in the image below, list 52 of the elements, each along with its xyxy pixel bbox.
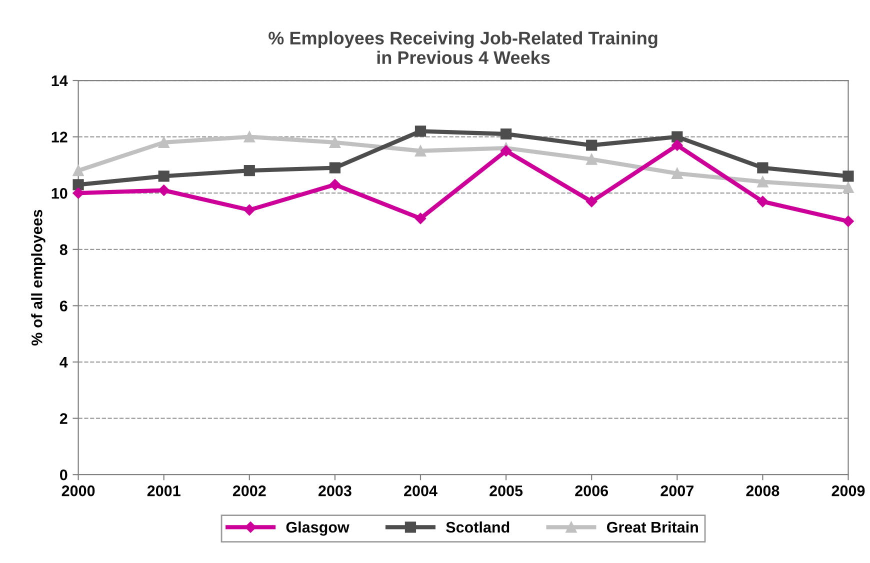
y-tick-label: 0 xyxy=(60,469,68,480)
x-tick-label: 2007 xyxy=(660,485,694,496)
x-tick-label: 2000 xyxy=(62,485,95,496)
y-axis-title: % of all employees xyxy=(31,210,46,346)
x-tick-label: 2009 xyxy=(832,485,865,496)
y-tick-label: 12 xyxy=(52,132,68,142)
point xyxy=(586,154,598,165)
point xyxy=(414,145,426,156)
point xyxy=(72,179,84,190)
point xyxy=(414,212,426,224)
point xyxy=(158,170,170,182)
point xyxy=(414,126,426,137)
point xyxy=(72,165,84,176)
y-tick-label: 8 xyxy=(60,244,68,256)
point xyxy=(842,216,854,227)
x-tick-label: 2008 xyxy=(746,485,780,496)
point xyxy=(672,131,683,142)
x-tick-label: 2006 xyxy=(575,485,608,496)
point xyxy=(158,184,170,196)
point xyxy=(672,168,683,179)
point xyxy=(500,145,512,156)
point xyxy=(329,136,341,148)
legend-label: Great Britain xyxy=(607,521,698,533)
point xyxy=(329,179,341,190)
point xyxy=(842,170,854,182)
x-tick-label: 2001 xyxy=(147,485,180,496)
point xyxy=(329,162,341,174)
y-tick-label: 2 xyxy=(60,413,68,424)
point xyxy=(586,196,598,208)
legend-label: Scotland xyxy=(446,521,510,533)
x-tick-label: 2003 xyxy=(318,485,352,496)
y-tick-label: 4 xyxy=(60,357,68,368)
legend-label: Glasgow xyxy=(286,521,350,536)
point xyxy=(757,162,768,174)
x-tick-label: 2004 xyxy=(404,485,438,496)
x-tick-label: 2002 xyxy=(232,485,266,496)
y-tick-label: 6 xyxy=(60,300,68,312)
point xyxy=(757,196,768,208)
point xyxy=(586,140,598,151)
point xyxy=(244,204,256,216)
x-tick-label: 2005 xyxy=(490,485,523,496)
point xyxy=(842,182,854,194)
y-tick-label: 10 xyxy=(52,188,68,199)
point xyxy=(244,165,255,176)
point xyxy=(244,131,255,142)
chart-title: % Employees Receiving Job-Related Training in Previous 4 Weeks xyxy=(268,31,658,64)
point xyxy=(72,188,84,199)
point xyxy=(672,140,683,151)
point xyxy=(158,136,170,148)
point xyxy=(500,128,512,140)
y-tick-label: 14 xyxy=(52,76,68,86)
point xyxy=(757,176,768,188)
